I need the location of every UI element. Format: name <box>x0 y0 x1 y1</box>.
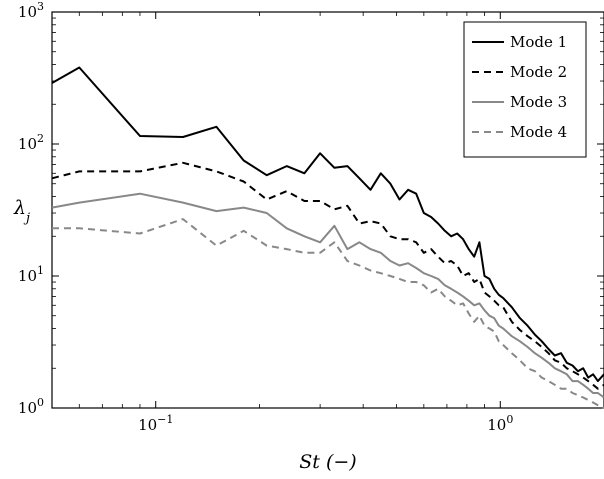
legend-label-mode-1: Mode 1 <box>510 33 567 51</box>
series-line-mode-3 <box>51 192 604 399</box>
x-tick-label: 10−1 <box>138 413 173 434</box>
y-tick-label: 101 <box>18 264 44 285</box>
y-tick-label: 100 <box>18 396 44 417</box>
x-tick-label: 100 <box>487 413 513 434</box>
series-line-mode-1 <box>51 66 604 383</box>
y-tick-label: 102 <box>18 132 44 153</box>
legend: Mode 1 Mode 2 Mode 3 Mode 4 <box>463 21 587 158</box>
y-tick-label: 103 <box>18 0 44 21</box>
legend-label-mode-2: Mode 2 <box>510 63 567 81</box>
series-line-mode-2 <box>51 161 604 390</box>
y-axis-label: λj <box>13 197 30 226</box>
plot-frame <box>51 11 604 409</box>
series-line-mode-4 <box>52 218 604 409</box>
legend-label-mode-4: Mode 4 <box>510 123 567 141</box>
x-axis-label: St (−) <box>299 451 356 473</box>
x-axis-ticks: 10−1 100 <box>78 12 604 434</box>
legend-label-mode-3: Mode 3 <box>510 93 567 111</box>
series-lines <box>51 66 604 409</box>
legend-box <box>463 21 587 158</box>
